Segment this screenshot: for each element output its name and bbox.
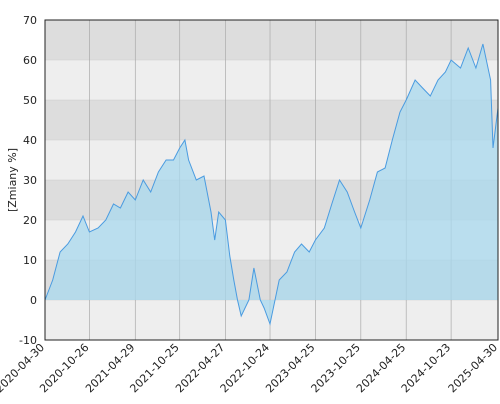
y-tick-label: -10 [19, 334, 37, 347]
y-tick-label: 60 [23, 54, 37, 67]
y-tick-label: 0 [30, 294, 37, 307]
y-tick-label: 20 [23, 214, 37, 227]
y-tick-label: 70 [23, 14, 37, 27]
x-tick-label: 2025-04-30 [446, 341, 500, 395]
grid-band [45, 20, 498, 60]
plot-frame [44, 19, 499, 341]
y-tick-label: 30 [23, 174, 37, 187]
y-tick-label: 50 [23, 94, 37, 107]
area [45, 44, 498, 324]
y-tick-label: 40 [23, 134, 37, 147]
y-tick-label: 10 [23, 254, 37, 267]
grid-band [45, 60, 498, 100]
y-axis-label: [Zmiany %] [6, 148, 19, 212]
line [44, 43, 499, 326]
